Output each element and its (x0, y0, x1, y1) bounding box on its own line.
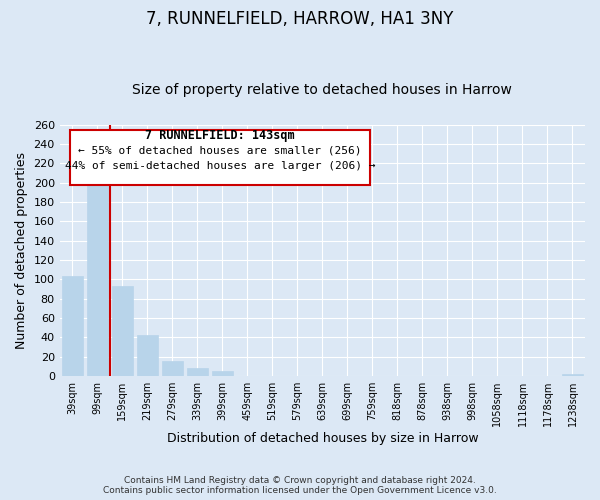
Bar (137, 334, 158, 376)
Text: 44% of semi-detached houses are larger (206) →: 44% of semi-detached houses are larger (… (65, 161, 375, 171)
Text: ← 55% of detached houses are smaller (256): ← 55% of detached houses are smaller (25… (78, 146, 362, 156)
Text: Contains HM Land Registry data © Crown copyright and database right 2024.
Contai: Contains HM Land Registry data © Crown c… (103, 476, 497, 495)
Title: Size of property relative to detached houses in Harrow: Size of property relative to detached ho… (133, 83, 512, 97)
Bar (161, 360, 183, 376)
FancyBboxPatch shape (70, 130, 370, 185)
Bar (112, 286, 133, 376)
Y-axis label: Number of detached properties: Number of detached properties (15, 152, 28, 349)
Bar (562, 374, 583, 376)
Bar (62, 276, 83, 376)
Text: 7, RUNNELFIELD, HARROW, HA1 3NY: 7, RUNNELFIELD, HARROW, HA1 3NY (146, 10, 454, 28)
Bar (86, 180, 108, 376)
X-axis label: Distribution of detached houses by size in Harrow: Distribution of detached houses by size … (167, 432, 478, 445)
Bar (187, 368, 208, 376)
Text: 7 RUNNELFIELD: 143sqm: 7 RUNNELFIELD: 143sqm (145, 130, 295, 142)
Bar (212, 372, 233, 376)
